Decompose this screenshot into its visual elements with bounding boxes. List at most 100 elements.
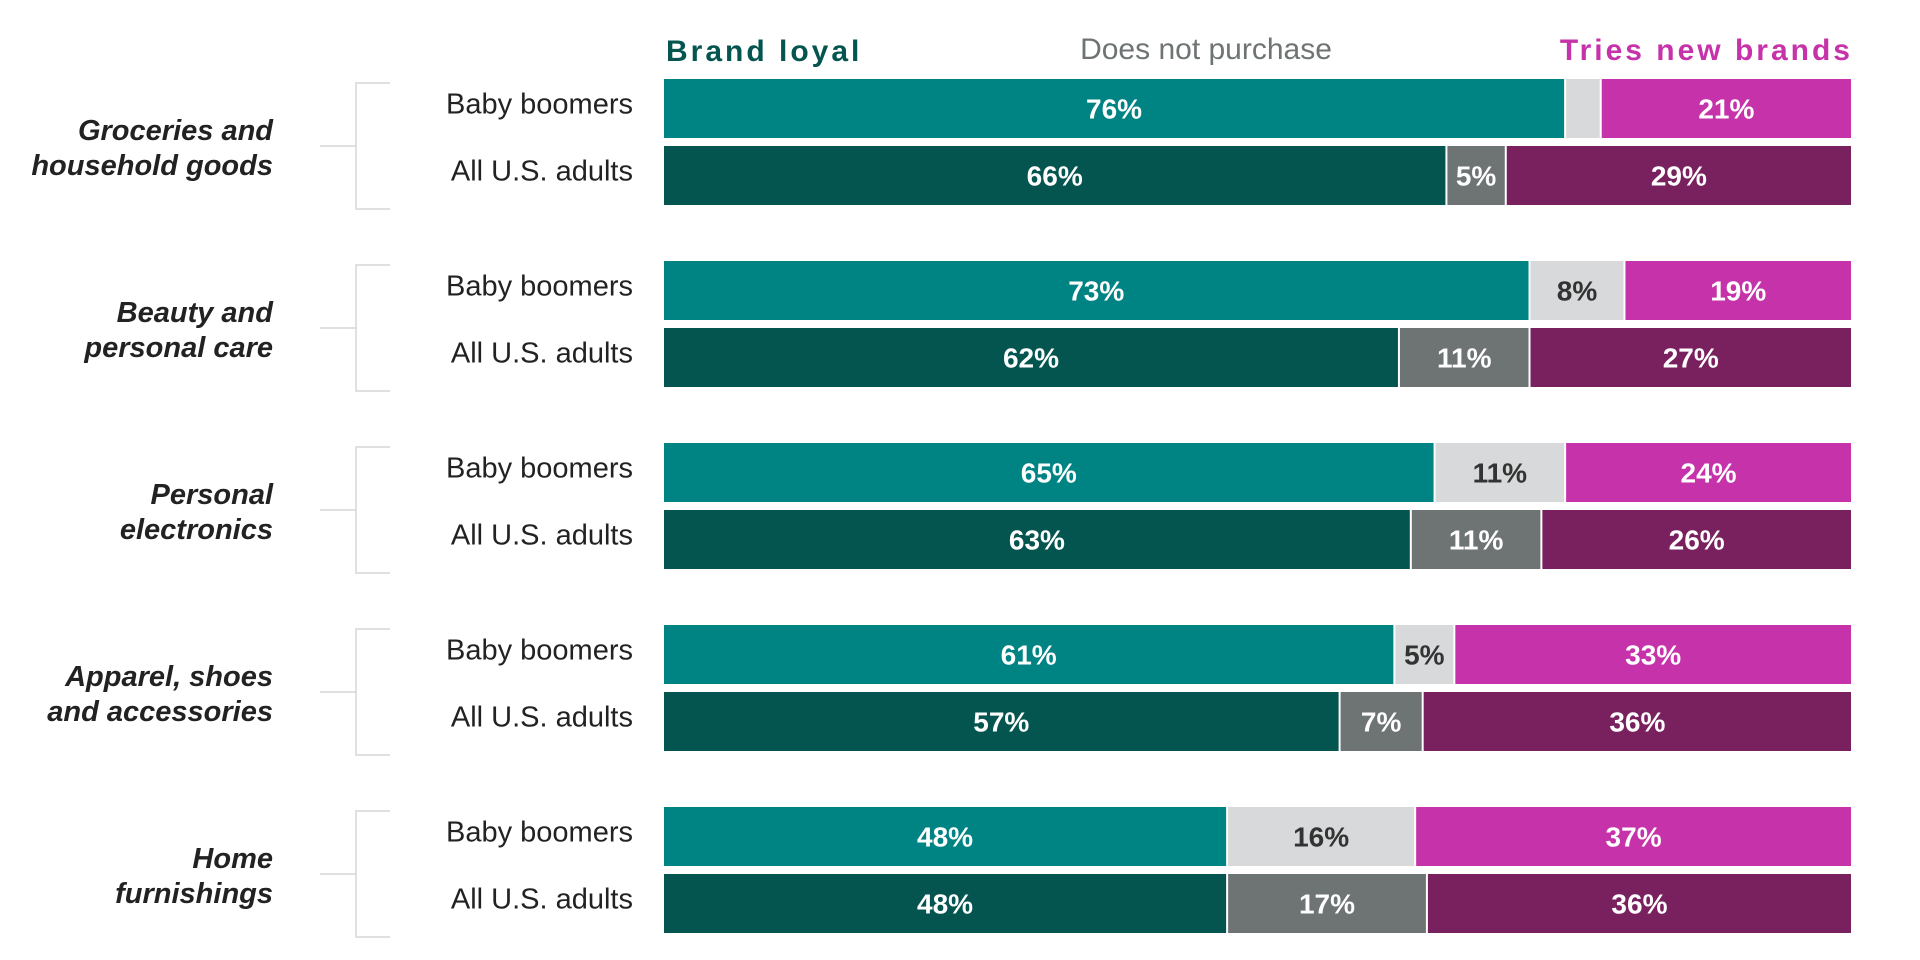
bar-segment-does-not-purchase: [1228, 807, 1415, 866]
category-bracket: [320, 264, 390, 392]
category-label-line: electronics: [120, 514, 273, 546]
data-label: 63%: [1009, 525, 1065, 556]
bar-row: Baby boomers 73% 8% 19%: [446, 261, 1851, 320]
category-group: Personal electronics Baby boomers 65% 11% 24%…: [120, 443, 1851, 574]
row-label: All U.S. adults: [451, 338, 633, 370]
row-label: Baby boomers: [446, 817, 633, 849]
row-label: Baby boomers: [446, 271, 633, 303]
category-label-line: personal care: [83, 332, 273, 364]
category-group: Apparel, shoes and accessories Baby boomer…: [47, 625, 1851, 756]
data-label: 11%: [1437, 343, 1492, 374]
category-label-line: furnishings: [115, 878, 273, 910]
bar-segment-does-not-purchase: [1530, 261, 1624, 320]
data-label: 27%: [1663, 343, 1719, 374]
data-label: 66%: [1027, 161, 1083, 192]
bar-segment-does-not-purchase: [1395, 625, 1454, 684]
data-label: 17%: [1299, 889, 1355, 920]
category-label: Personal electronics: [120, 479, 274, 546]
category-label-line: and accessories: [47, 696, 273, 728]
bar-segment-brand-loyal: [664, 692, 1339, 751]
legend-does-not-purchase: Does not purchase: [1080, 33, 1332, 66]
row-label: All U.S. adults: [451, 156, 633, 188]
category-group: Home furnishings Baby boomers 48% 16% 37% All …: [115, 807, 1851, 938]
category-bracket: [320, 82, 390, 210]
bar-segment-does-not-purchase: [1447, 146, 1505, 205]
bar-row: All U.S. adults 57% 7% 36%: [451, 692, 1851, 751]
row-label: Baby boomers: [446, 89, 633, 121]
data-label: 7%: [1361, 707, 1402, 738]
bar-segment-tries-new: [1506, 146, 1851, 205]
data-label: 19%: [1710, 276, 1766, 307]
bar-segment-tries-new: [1416, 807, 1851, 866]
bar-segment-does-not-purchase: [1566, 79, 1600, 138]
data-label: 16%: [1293, 822, 1349, 853]
data-label: 11%: [1473, 458, 1528, 489]
category-label-line: Personal: [151, 479, 274, 511]
bar-segment-does-not-purchase: [1435, 443, 1565, 502]
category-group: Groceries and household goods Baby boomers…: [31, 79, 1851, 210]
data-label: 21%: [1698, 94, 1754, 125]
category-bracket: [320, 628, 390, 756]
category-label: Apparel, shoes and accessories: [47, 661, 273, 728]
data-label: 11%: [1449, 525, 1504, 556]
bar-segment-tries-new: [1601, 79, 1851, 138]
category-label-line: Groceries and: [78, 115, 274, 147]
data-label: 36%: [1611, 889, 1667, 920]
bar-segment-does-not-purchase: [1399, 328, 1529, 387]
data-label: 48%: [917, 889, 973, 920]
bar-segment-brand-loyal: [664, 807, 1227, 866]
category-label: Beauty and personal care: [83, 297, 274, 364]
bar-row: All U.S. adults 66% 5% 29%: [451, 146, 1851, 205]
data-label: 29%: [1651, 161, 1707, 192]
row-label: Baby boomers: [446, 453, 633, 485]
bar-segment-brand-loyal: [664, 261, 1529, 320]
row-label: Baby boomers: [446, 635, 633, 667]
row-label: All U.S. adults: [451, 884, 633, 916]
data-label: 36%: [1609, 707, 1665, 738]
bar-segment-tries-new: [1542, 510, 1851, 569]
data-label: 61%: [1001, 640, 1057, 671]
bar-segment-brand-loyal: [664, 625, 1394, 684]
bar-row: Baby boomers 65% 11% 24%: [446, 443, 1851, 502]
bar-segment-tries-new: [1427, 874, 1851, 933]
category-label: Groceries and household goods: [31, 115, 274, 182]
data-label: 33%: [1625, 640, 1681, 671]
bar-row: Baby boomers 76% 21%: [446, 79, 1851, 138]
bar-segment-brand-loyal: [664, 79, 1565, 138]
bar-segment-tries-new: [1423, 692, 1851, 751]
category-label-line: Apparel, shoes: [64, 661, 273, 693]
data-label: 62%: [1003, 343, 1059, 374]
data-label: 76%: [1086, 94, 1142, 125]
category-group: Beauty and personal care Baby boomers 73% 8%…: [83, 261, 1851, 392]
category-label-line: household goods: [31, 150, 273, 182]
category-label-line: Home: [192, 843, 273, 875]
legend-brand-loyal: Brand loyal: [666, 35, 862, 68]
bar-segment-does-not-purchase: [1228, 874, 1426, 933]
category-label-line: Beauty and: [117, 297, 275, 329]
legend-tries-new-brands: Tries new brands: [1560, 34, 1853, 67]
bar-row: Baby boomers 48% 16% 37%: [446, 807, 1851, 866]
row-label: All U.S. adults: [451, 702, 633, 734]
row-label: All U.S. adults: [451, 520, 633, 552]
data-label: 5%: [1404, 640, 1445, 671]
bar-segment-tries-new: [1530, 328, 1851, 387]
bar-row: All U.S. adults 63% 11% 26%: [451, 510, 1851, 569]
data-label: 24%: [1681, 458, 1737, 489]
bar-segment-does-not-purchase: [1340, 692, 1422, 751]
bar-segment-brand-loyal: [664, 874, 1227, 933]
bar-segment-does-not-purchase: [1411, 510, 1541, 569]
bar-row: All U.S. adults 62% 11% 27%: [451, 328, 1851, 387]
bar-row: Baby boomers 61% 5% 33%: [446, 625, 1851, 684]
bar-segment-tries-new: [1566, 443, 1851, 502]
data-label: 26%: [1669, 525, 1725, 556]
category-bracket: [320, 810, 390, 938]
bar-segment-brand-loyal: [664, 443, 1434, 502]
plot-area: Groceries and household goods Baby boomers…: [31, 79, 1851, 938]
bar-row: All U.S. adults 48% 17% 36%: [451, 874, 1851, 933]
data-label: 57%: [973, 707, 1029, 738]
category-label: Home furnishings: [115, 843, 273, 910]
bar-segment-brand-loyal: [664, 328, 1398, 387]
bar-segment-brand-loyal: [664, 510, 1410, 569]
category-bracket: [320, 446, 390, 574]
